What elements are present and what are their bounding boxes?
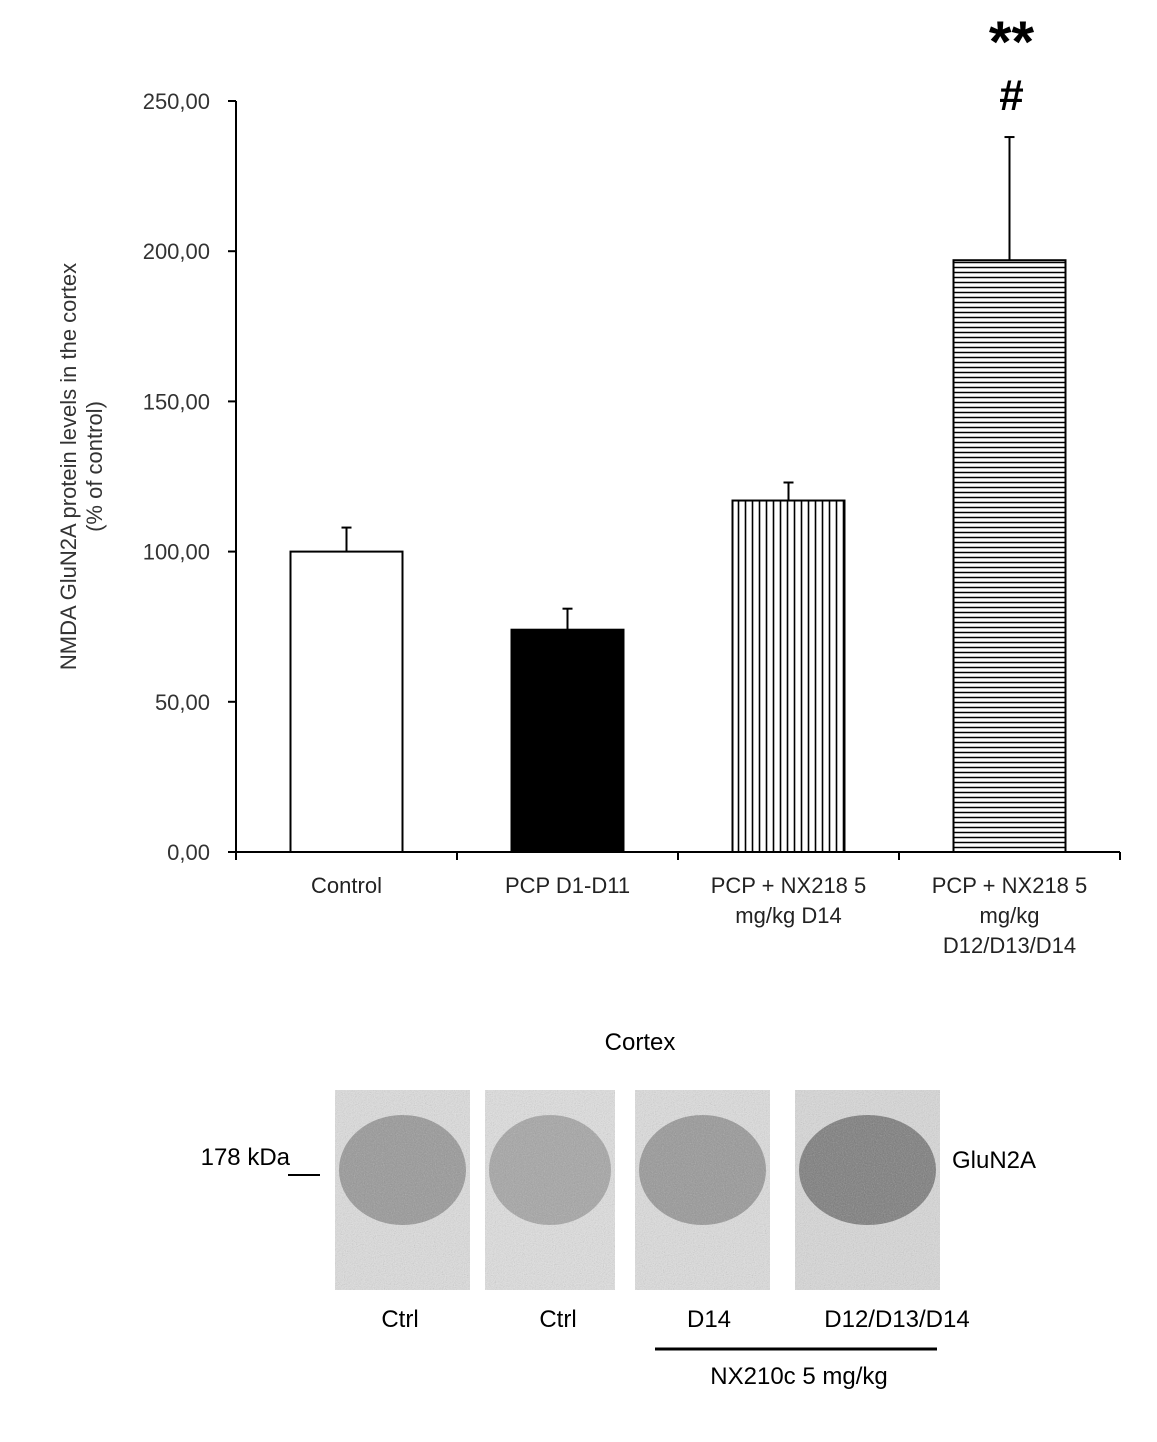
- error-bars: [341, 136, 1015, 630]
- category-label: mg/kg D14: [735, 903, 841, 928]
- significance-hash: #: [999, 71, 1023, 120]
- category-label: PCP + NX218 5: [932, 873, 1088, 898]
- bars: [289, 259, 1067, 854]
- y-axis-label: NMDA GluN2A protein levels in the cortex…: [56, 263, 107, 670]
- marker-label: 178 kDa: [201, 1144, 291, 1171]
- blot-lane-label: Ctrl: [539, 1306, 576, 1333]
- blot-lane-label: D14: [687, 1306, 731, 1333]
- blot-lane: [795, 1090, 940, 1290]
- blot-lane-label: Ctrl: [381, 1306, 418, 1333]
- blot-lane: [635, 1090, 770, 1290]
- bar-chart: NMDA GluN2A protein levels in the cortex…: [56, 10, 1121, 958]
- y-tick-label: 250,00: [143, 89, 210, 114]
- category-label: PCP D1-D11: [505, 873, 630, 898]
- category-label: PCP + NX218 5: [711, 873, 867, 898]
- y-axis: 0,00 50,00 100,00 150,00 200,00 250,00: [143, 89, 237, 865]
- y-tick-label: 150,00: [143, 389, 210, 414]
- category-labels: Control PCP D1-D11 PCP + NX218 5 mg/kg D14 P…: [311, 873, 1087, 958]
- significance-annotations: **#: [989, 10, 1035, 120]
- y-tick-label: 100,00: [143, 540, 210, 565]
- blot-lanes: [335, 1090, 940, 1290]
- treatment-label: NX210c 5 mg/kg: [710, 1363, 887, 1390]
- category-label: mg/kg: [980, 903, 1040, 928]
- bar: [510, 628, 625, 853]
- y-axis-label-line: (% of control): [82, 401, 107, 532]
- blot-lane-labels: Ctrl Ctrl D14 D12/D13/D14: [381, 1306, 969, 1333]
- category-label: D12/D13/D14: [943, 933, 1076, 958]
- protein-label: GluN2A: [952, 1147, 1036, 1174]
- x-axis: [235, 851, 1121, 860]
- blot-title: Cortex: [605, 1029, 676, 1056]
- bar: [952, 259, 1067, 854]
- y-tick-label: 50,00: [155, 690, 210, 715]
- y-tick-label: 200,00: [143, 239, 210, 264]
- y-tick-label: 0,00: [167, 840, 210, 865]
- category-label: Control: [311, 873, 382, 898]
- significance-stars: **: [989, 10, 1035, 75]
- bar: [731, 499, 846, 853]
- bar: [289, 550, 404, 853]
- blot-lane-label: D12/D13/D14: [824, 1306, 969, 1333]
- blot-lane: [335, 1090, 470, 1290]
- y-axis-label-line: NMDA GluN2A protein levels in the cortex: [56, 263, 81, 670]
- western-blot-panel: Cortex 178 kDa GluN2A Ctrl Ctrl D14 D12/D13…: [201, 1029, 1036, 1390]
- blot-lane: [485, 1090, 615, 1290]
